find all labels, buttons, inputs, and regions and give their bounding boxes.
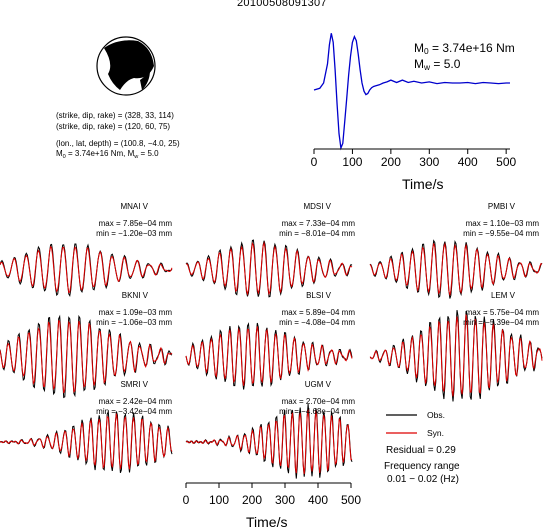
station-max-amplitude: max = 5.75e−04 mm	[465, 308, 539, 317]
synthetic-trace	[369, 242, 543, 296]
station-name: SMRI V	[120, 380, 148, 389]
legend-syn-label: Syn.	[427, 428, 445, 438]
waveform-tick-label: 400	[308, 493, 328, 507]
synthetic-trace	[0, 320, 173, 394]
stf-x-label: Time/s	[402, 176, 444, 192]
station-name: BKNI V	[121, 291, 148, 300]
stf-tick-label: 400	[458, 155, 478, 169]
station-min-amplitude: min = −3.42e−04 mm	[96, 407, 172, 416]
waveform-x-label: Time/s	[246, 514, 288, 530]
station-max-amplitude: max = 7.85e−04 mm	[98, 219, 172, 228]
synthetic-trace	[369, 314, 543, 397]
waveform-tick-label: 300	[275, 493, 295, 507]
stf-tick-label: 300	[419, 155, 439, 169]
focal-mechanism-beachball	[96, 36, 156, 96]
synthetic-trace	[0, 413, 173, 470]
station-max-amplitude: max = 1.09e−03 mm	[98, 308, 172, 317]
stf-tick-label: 100	[342, 155, 362, 169]
mechanism-plane1: (strike, dip, rake) = (328, 33, 114)	[56, 111, 174, 120]
station-name: MDSI V	[303, 202, 331, 211]
waveform-time-axis: 0 100 200 300 400 500	[183, 482, 361, 507]
stf-plot: 0 100 200 300 400 500	[311, 33, 516, 169]
stf-tick-label: 500	[496, 155, 516, 169]
stf-series-line	[313, 33, 510, 151]
stf-m0-label: M0 = 3.74e+16 Nm	[414, 41, 515, 56]
station-max-amplitude: max = 1.10e−03 mm	[465, 219, 539, 228]
station-name: LEM V	[490, 291, 515, 300]
observed-trace	[185, 403, 353, 479]
mechanism-location: (lon., lat, depth) = (100.8, −4.0, 25)	[56, 139, 180, 148]
station-max-amplitude: max = 7.33e−04 mm	[281, 219, 355, 228]
stf-tick-label: 200	[381, 155, 401, 169]
station-min-amplitude: min = −1.06e−03 mm	[96, 318, 172, 327]
synthetic-trace	[185, 326, 353, 386]
waveform-tick-label: 200	[242, 493, 262, 507]
synthetic-trace	[185, 409, 353, 475]
synthetic-trace	[0, 245, 173, 294]
station-min-amplitude: min = −5.39e−04 mm	[463, 318, 539, 327]
station-min-amplitude: min = −9.55e−04 mm	[463, 229, 539, 238]
station-name: BLSI V	[306, 291, 331, 300]
waveform-tick-label: 0	[183, 493, 190, 507]
stf-tick-label: 0	[311, 155, 318, 169]
frequency-range-value: 0.01 − 0.02 (Hz)	[387, 474, 459, 485]
waveform-tick-label: 100	[209, 493, 229, 507]
station-name: PMBI V	[487, 202, 515, 211]
waveform-tick-label: 500	[341, 493, 361, 507]
residual-text: Residual = 0.29	[386, 445, 456, 456]
station-min-amplitude: min = −4.68e−04 mm	[279, 407, 355, 416]
mechanism-plane2: (strike, dip, rake) = (120, 60, 75)	[56, 122, 171, 131]
station-max-amplitude: max = 2.42e−04 mm	[98, 397, 172, 406]
stf-x-ticks: 0 100 200 300 400 500	[311, 149, 516, 169]
mechanism-moment: M0 = 3.74e+16 Nm, Mw = 5.0	[56, 149, 159, 160]
station-min-amplitude: min = −4.08e−04 mm	[279, 318, 355, 327]
station-min-amplitude: min = −1.20e−03 mm	[96, 229, 172, 238]
legend-obs-label: Obs.	[427, 410, 445, 420]
observed-trace	[0, 409, 173, 474]
waveform-panels	[0, 239, 543, 479]
event-title: 20100508091307	[237, 0, 327, 9]
synthetic-trace	[185, 241, 353, 296]
station-max-amplitude: max = 5.89e−04 mm	[281, 308, 355, 317]
stf-mw-label: Mw = 5.0	[414, 57, 461, 72]
station-name: MNAI V	[120, 202, 148, 211]
station-min-amplitude: min = −8.01e−04 mm	[279, 229, 355, 238]
station-max-amplitude: max = 2.70e−04 mm	[281, 397, 355, 406]
station-name: UGM V	[304, 380, 331, 389]
frequency-range-title: Frequency range	[384, 461, 460, 472]
